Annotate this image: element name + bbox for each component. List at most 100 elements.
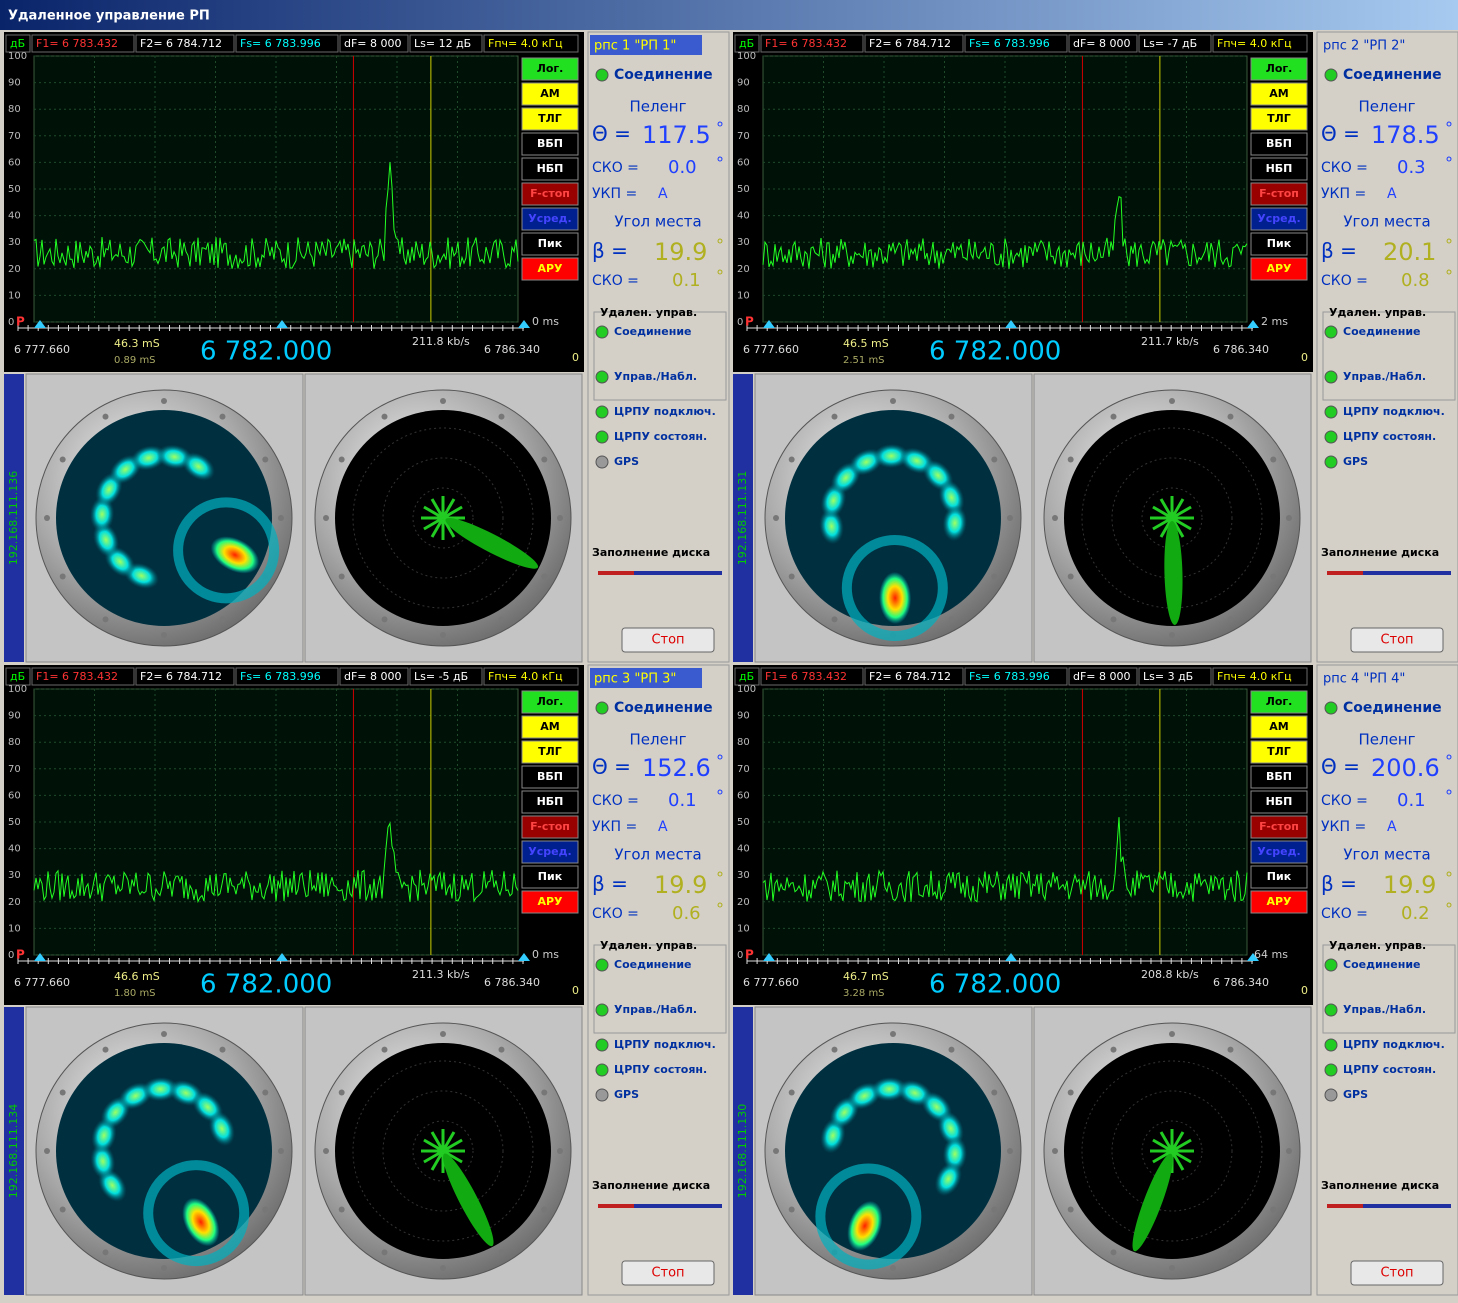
mode-button[interactable] <box>521 890 579 914</box>
mode-button[interactable] <box>1250 790 1308 814</box>
mode-button[interactable] <box>1250 865 1308 889</box>
bolt <box>541 456 548 463</box>
freq-high: 6 786.340 <box>1213 343 1269 356</box>
degree: ° <box>716 119 724 138</box>
mode-button[interactable] <box>1250 232 1308 256</box>
bolt <box>102 1249 109 1256</box>
bolt <box>338 1089 345 1096</box>
param-text: F1= 6 783.432 <box>36 670 118 683</box>
bolt <box>1227 413 1234 420</box>
elevation-value: 20.1 <box>1383 238 1436 266</box>
bearing-value: 152.6 <box>642 754 711 782</box>
rose-spike <box>1152 1149 1173 1164</box>
sko-label: СКО = <box>1321 160 1368 176</box>
p-marker: P <box>745 315 754 329</box>
bolt <box>262 1089 269 1096</box>
mode-button[interactable] <box>521 157 579 181</box>
heat-ring <box>815 1163 922 1270</box>
mode-button[interactable] <box>521 207 579 231</box>
screen <box>56 1043 272 1259</box>
mode-button[interactable] <box>1250 157 1308 181</box>
mode-button[interactable] <box>521 82 579 106</box>
button-label: ТЛГ <box>1267 112 1291 125</box>
sko-label: СКО = <box>1321 906 1368 922</box>
button-label: F-стоп <box>1259 187 1299 200</box>
stop-button[interactable] <box>1350 627 1444 653</box>
section-title: Угол места <box>1343 213 1430 231</box>
param-text: F2= 6 784.712 <box>140 670 222 683</box>
mode-button[interactable] <box>521 232 579 256</box>
group-box <box>1322 944 1456 1034</box>
crpu-connected: ЦРПУ подключ. <box>614 1038 716 1051</box>
gps-status: GPS <box>614 455 639 468</box>
param-cell <box>760 34 864 53</box>
heat-blob <box>142 1077 179 1102</box>
mode-button[interactable] <box>521 765 579 789</box>
mode-button[interactable] <box>1250 690 1308 714</box>
y-tick-label: 40 <box>8 844 21 855</box>
mode-button[interactable] <box>1250 840 1308 864</box>
bearing-value: 117.5 <box>642 121 711 149</box>
bolt <box>161 632 167 638</box>
param-cell <box>1138 667 1212 686</box>
mode-button[interactable] <box>521 815 579 839</box>
mode-button[interactable] <box>521 182 579 206</box>
stop-button[interactable] <box>621 1260 715 1286</box>
bolt <box>440 398 446 404</box>
heat-peak <box>210 536 260 574</box>
bolt <box>1007 515 1013 521</box>
mode-button[interactable] <box>521 865 579 889</box>
bearing-lobe <box>1164 520 1183 625</box>
param-text: Fпч= 4.0 кГц <box>488 670 563 683</box>
mode-button[interactable] <box>1250 82 1308 106</box>
mode-button[interactable] <box>521 107 579 131</box>
heat-ring <box>173 497 280 604</box>
sko-label: СКО = <box>592 793 639 809</box>
bolt <box>161 1031 167 1037</box>
group-title: Удален. управ. <box>1329 306 1426 319</box>
stop-button[interactable] <box>621 627 715 653</box>
mode-button[interactable] <box>521 840 579 864</box>
mode-button[interactable] <box>521 257 579 281</box>
button-label: АРУ <box>1266 895 1292 908</box>
y-tick-label: 70 <box>8 131 21 142</box>
param-cell <box>483 34 579 53</box>
stop-button[interactable] <box>1350 1260 1444 1286</box>
mode-button[interactable] <box>521 132 579 156</box>
ruler-arrow <box>763 953 775 961</box>
param-cell <box>864 667 964 686</box>
y-tick-label: 10 <box>737 923 750 934</box>
y-tick-label: 90 <box>8 78 21 89</box>
ruler-arrow <box>34 320 46 328</box>
mode-button[interactable] <box>521 57 579 81</box>
mode-button[interactable] <box>521 740 579 764</box>
mode-button[interactable] <box>1250 57 1308 81</box>
jitter: 1.80 mS <box>114 988 156 999</box>
mode-button[interactable] <box>1250 132 1308 156</box>
mode-button[interactable] <box>521 790 579 814</box>
button-label: НБП <box>1266 162 1293 175</box>
mode-button[interactable] <box>1250 715 1308 739</box>
ruler-arrow <box>276 320 288 328</box>
crpu-state: ЦРПУ состоян. <box>1343 430 1436 443</box>
mode-button[interactable] <box>1250 765 1308 789</box>
mode-button[interactable] <box>1250 107 1308 131</box>
bearing-lobe <box>443 1153 494 1247</box>
mode-button[interactable] <box>1250 257 1308 281</box>
mode-button[interactable] <box>1250 890 1308 914</box>
section-title: Пеленг <box>629 98 686 116</box>
degree: ° <box>1445 900 1453 919</box>
mode-button[interactable] <box>1250 207 1308 231</box>
mode-button[interactable] <box>1250 740 1308 764</box>
param-text: dF= 8 000 <box>344 37 402 50</box>
button-label: Пик <box>538 237 563 250</box>
connection-status: Соединение <box>614 67 713 83</box>
mode-button[interactable] <box>521 690 579 714</box>
mode-button[interactable] <box>521 715 579 739</box>
mode-button[interactable] <box>1250 182 1308 206</box>
param-text: Ls= 12 дБ <box>414 37 471 50</box>
bolt <box>1052 1148 1058 1154</box>
theta-label: Θ = <box>592 122 631 146</box>
remote-connection: Соединение <box>614 958 692 971</box>
mode-button[interactable] <box>1250 815 1308 839</box>
